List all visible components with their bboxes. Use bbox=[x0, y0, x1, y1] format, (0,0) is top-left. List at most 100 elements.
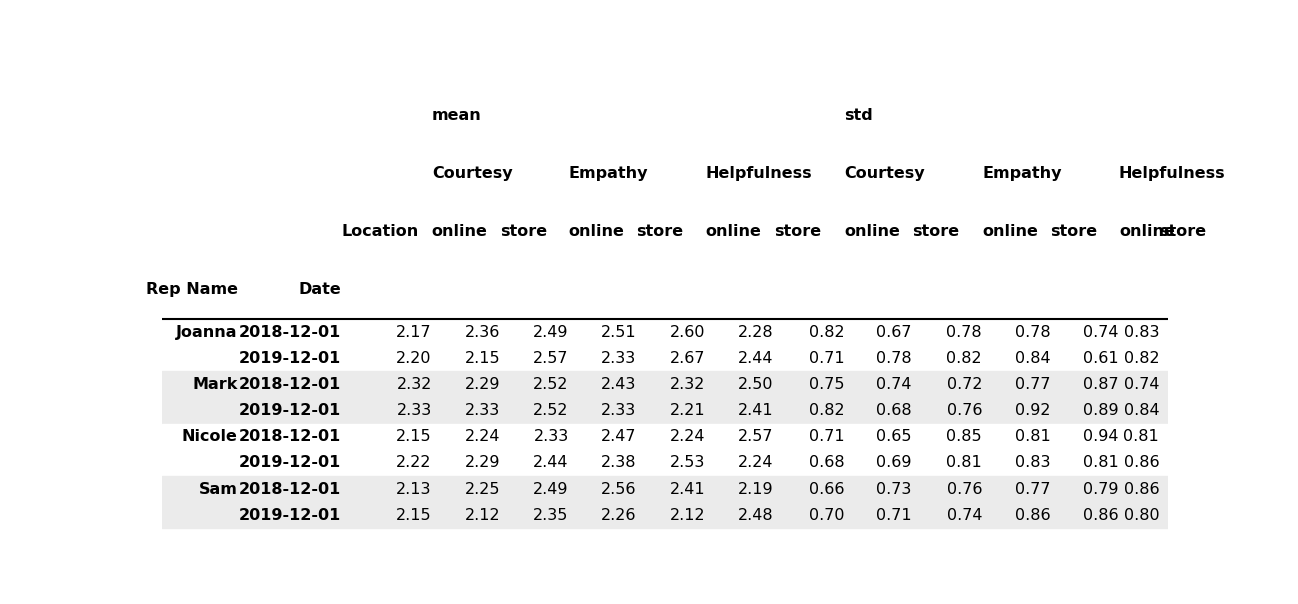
Text: 0.81: 0.81 bbox=[1015, 429, 1050, 444]
Text: 2.33: 2.33 bbox=[465, 403, 500, 418]
Text: 0.65: 0.65 bbox=[876, 429, 911, 444]
Text: Courtesy: Courtesy bbox=[432, 166, 513, 181]
Text: online: online bbox=[983, 224, 1038, 239]
Text: 0.85: 0.85 bbox=[946, 429, 983, 444]
Text: 2.26: 2.26 bbox=[601, 508, 636, 522]
Text: 2.21: 2.21 bbox=[670, 403, 706, 418]
Text: 2.56: 2.56 bbox=[601, 481, 636, 496]
Text: 0.74: 0.74 bbox=[946, 508, 983, 522]
Text: 0.74: 0.74 bbox=[1084, 324, 1119, 339]
Text: 2.47: 2.47 bbox=[601, 429, 636, 444]
Text: Empathy: Empathy bbox=[569, 166, 648, 181]
Text: 2.33: 2.33 bbox=[397, 403, 432, 418]
Text: 0.71: 0.71 bbox=[876, 508, 911, 522]
Bar bbox=[162, 423, 1168, 450]
Text: 0.61: 0.61 bbox=[1084, 351, 1119, 365]
Text: online: online bbox=[706, 224, 762, 239]
Text: online: online bbox=[432, 224, 488, 239]
Text: 2.41: 2.41 bbox=[739, 403, 774, 418]
Bar bbox=[162, 319, 1168, 345]
Text: 0.86: 0.86 bbox=[1124, 455, 1159, 471]
Text: 2018-12-01: 2018-12-01 bbox=[239, 481, 341, 496]
Text: 2.52: 2.52 bbox=[533, 377, 569, 392]
Text: 0.81: 0.81 bbox=[1123, 429, 1159, 444]
Text: 0.75: 0.75 bbox=[809, 377, 844, 392]
Text: 2018-12-01: 2018-12-01 bbox=[239, 377, 341, 392]
Text: 2.15: 2.15 bbox=[396, 429, 432, 444]
Text: 2.57: 2.57 bbox=[739, 429, 774, 444]
Text: Helpfulness: Helpfulness bbox=[706, 166, 813, 181]
Text: 2019-12-01: 2019-12-01 bbox=[239, 455, 341, 471]
Text: 2.49: 2.49 bbox=[533, 481, 569, 496]
Text: 0.82: 0.82 bbox=[946, 351, 983, 365]
Text: store: store bbox=[774, 224, 822, 239]
Text: 0.66: 0.66 bbox=[809, 481, 844, 496]
Text: 0.77: 0.77 bbox=[1015, 481, 1050, 496]
Text: 0.83: 0.83 bbox=[1124, 324, 1159, 339]
Text: 0.68: 0.68 bbox=[876, 403, 911, 418]
Text: 0.74: 0.74 bbox=[1124, 377, 1159, 392]
Text: Courtesy: Courtesy bbox=[844, 166, 925, 181]
Text: 2.60: 2.60 bbox=[670, 324, 706, 339]
Text: 0.68: 0.68 bbox=[809, 455, 844, 471]
Text: 0.83: 0.83 bbox=[1015, 455, 1050, 471]
Text: 0.81: 0.81 bbox=[1083, 455, 1119, 471]
Text: 2.28: 2.28 bbox=[739, 324, 774, 339]
Text: 2.17: 2.17 bbox=[396, 324, 432, 339]
Text: 0.73: 0.73 bbox=[876, 481, 911, 496]
Text: 2.15: 2.15 bbox=[396, 508, 432, 522]
Text: 2.33: 2.33 bbox=[601, 351, 636, 365]
Text: 0.72: 0.72 bbox=[946, 377, 983, 392]
Text: std: std bbox=[844, 108, 874, 123]
Text: 2.19: 2.19 bbox=[739, 481, 774, 496]
Text: Sam: Sam bbox=[199, 481, 238, 496]
Text: 2.15: 2.15 bbox=[465, 351, 500, 365]
Bar bbox=[162, 397, 1168, 423]
Text: store: store bbox=[911, 224, 959, 239]
Text: 0.81: 0.81 bbox=[946, 455, 983, 471]
Text: 2.29: 2.29 bbox=[465, 377, 500, 392]
Text: 2018-12-01: 2018-12-01 bbox=[239, 324, 341, 339]
Text: Empathy: Empathy bbox=[983, 166, 1062, 181]
Text: 2.33: 2.33 bbox=[601, 403, 636, 418]
Text: 2.51: 2.51 bbox=[601, 324, 636, 339]
Text: 0.71: 0.71 bbox=[809, 351, 844, 365]
Text: 2.35: 2.35 bbox=[533, 508, 569, 522]
Text: Rep Name: Rep Name bbox=[145, 283, 238, 297]
Text: 0.74: 0.74 bbox=[876, 377, 911, 392]
Text: 2.32: 2.32 bbox=[670, 377, 706, 392]
Text: 2.44: 2.44 bbox=[533, 455, 569, 471]
Text: 2.12: 2.12 bbox=[465, 508, 500, 522]
Text: 2.41: 2.41 bbox=[670, 481, 706, 496]
Text: 2.32: 2.32 bbox=[396, 377, 432, 392]
Text: 0.78: 0.78 bbox=[1015, 324, 1050, 339]
Text: 0.78: 0.78 bbox=[946, 324, 983, 339]
Text: 2.36: 2.36 bbox=[465, 324, 500, 339]
Text: Location: Location bbox=[341, 224, 418, 239]
Text: 0.78: 0.78 bbox=[876, 351, 911, 365]
Text: Helpfulness: Helpfulness bbox=[1119, 166, 1225, 181]
Text: mean: mean bbox=[432, 108, 482, 123]
Text: 2019-12-01: 2019-12-01 bbox=[239, 403, 341, 418]
Text: 2.52: 2.52 bbox=[533, 403, 569, 418]
Text: 2019-12-01: 2019-12-01 bbox=[239, 351, 341, 365]
Bar bbox=[162, 502, 1168, 528]
Text: 0.82: 0.82 bbox=[809, 403, 844, 418]
Text: 2.22: 2.22 bbox=[396, 455, 432, 471]
Text: 0.79: 0.79 bbox=[1084, 481, 1119, 496]
Text: store: store bbox=[1159, 224, 1206, 239]
Text: Joanna: Joanna bbox=[177, 324, 238, 339]
Text: 0.69: 0.69 bbox=[876, 455, 911, 471]
Text: 0.89: 0.89 bbox=[1084, 403, 1119, 418]
Text: 2.33: 2.33 bbox=[533, 429, 569, 444]
Text: 0.86: 0.86 bbox=[1124, 481, 1159, 496]
Text: 0.94: 0.94 bbox=[1084, 429, 1119, 444]
Text: 2.38: 2.38 bbox=[601, 455, 636, 471]
Bar bbox=[162, 345, 1168, 371]
Text: 0.71: 0.71 bbox=[809, 429, 844, 444]
Text: 0.84: 0.84 bbox=[1124, 403, 1159, 418]
Text: Mark: Mark bbox=[192, 377, 238, 392]
Text: store: store bbox=[636, 224, 683, 239]
Text: 0.82: 0.82 bbox=[1124, 351, 1159, 365]
Text: 0.84: 0.84 bbox=[1015, 351, 1050, 365]
